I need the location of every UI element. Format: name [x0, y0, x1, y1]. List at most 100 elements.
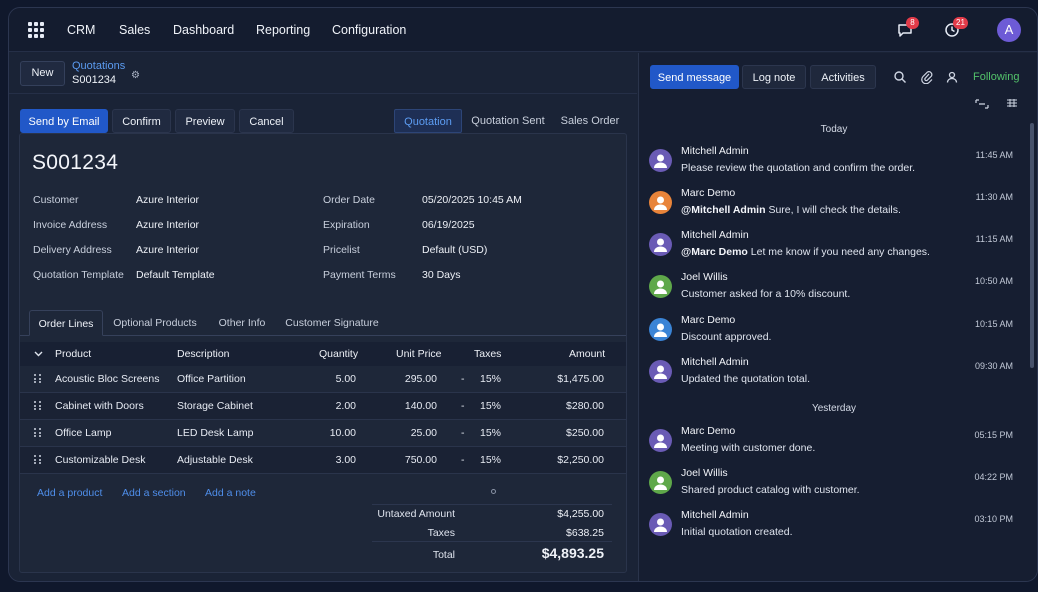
col-unit-price[interactable]: Unit Price — [396, 348, 442, 360]
author-avatar[interactable] — [649, 275, 672, 298]
search-icon[interactable] — [893, 70, 907, 84]
chatter-message: Joel Willis Customer asked for a 10% dis… — [649, 271, 1019, 311]
add-section-link[interactable]: Add a section — [122, 487, 186, 499]
author-avatar[interactable] — [649, 471, 672, 494]
message-author[interactable]: Joel Willis — [681, 467, 728, 479]
author-avatar[interactable] — [649, 233, 672, 256]
add-product-link[interactable]: Add a product — [37, 487, 103, 499]
author-avatar[interactable] — [649, 513, 672, 536]
field-pricelist[interactable]: Default (USD) — [422, 244, 488, 256]
message-mention[interactable]: @Marc Demo — [681, 246, 748, 258]
table-row[interactable]: Office Lamp LED Desk Lamp 10.00 25.00 - … — [20, 420, 626, 447]
field-customer[interactable]: Azure Interior — [136, 194, 200, 206]
author-avatar[interactable] — [649, 318, 672, 341]
col-quantity[interactable]: Quantity — [319, 348, 359, 360]
status-quotation-sent[interactable]: Quotation Sent — [471, 115, 545, 127]
author-avatar[interactable] — [649, 149, 672, 172]
send-message-button[interactable]: Send message — [650, 65, 739, 89]
log-note-button[interactable]: Log note — [742, 65, 806, 89]
breadcrumb-quotations[interactable]: Quotations — [72, 60, 126, 72]
tab-optional-products[interactable]: Optional Products — [113, 317, 197, 329]
following-toggle[interactable]: Following — [973, 71, 1020, 83]
table-row[interactable]: Cabinet with Doors Storage Cabinet 2.00 … — [20, 393, 626, 420]
message-text: Meeting with customer done. — [681, 442, 816, 454]
confirm-button[interactable]: Confirm — [112, 109, 171, 133]
message-body: Meeting with customer done. — [681, 442, 815, 454]
message-author[interactable]: Joel Willis — [681, 271, 728, 283]
tab-order-lines[interactable]: Order Lines — [29, 310, 103, 336]
table-row[interactable]: Customizable Desk Adjustable Desk 3.00 7… — [20, 447, 626, 474]
col-description[interactable]: Description — [177, 348, 230, 360]
nav-dashboard[interactable]: Dashboard — [173, 23, 235, 37]
preview-button[interactable]: Preview — [175, 109, 235, 133]
add-note-link[interactable]: Add a note — [205, 487, 256, 499]
drag-handle-icon[interactable] — [34, 428, 42, 438]
message-mention[interactable]: @Mitchell Admin — [681, 204, 766, 216]
field-label-expiration: Expiration — [323, 219, 370, 231]
author-avatar[interactable] — [649, 191, 672, 214]
drag-handle-icon[interactable] — [34, 374, 42, 384]
author-avatar[interactable] — [649, 360, 672, 383]
untaxed-amount-value: $4,255.00 — [557, 508, 604, 520]
field-expiration[interactable]: 06/19/2025 — [422, 219, 475, 231]
table-row[interactable]: Acoustic Bloc Screens Office Partition 5… — [20, 366, 626, 393]
message-author[interactable]: Marc Demo — [681, 425, 736, 437]
untaxed-amount-label: Untaxed Amount — [377, 508, 455, 520]
col-product[interactable]: Product — [55, 348, 92, 360]
cell-tax-separator: - — [461, 373, 465, 385]
field-invoice-address[interactable]: Azure Interior — [136, 219, 200, 231]
nav-sales[interactable]: Sales — [119, 23, 151, 37]
message-text: Shared product catalog with customer. — [681, 484, 860, 496]
cancel-button[interactable]: Cancel — [239, 109, 294, 133]
chatter-scrollbar[interactable] — [1030, 123, 1034, 368]
message-time: 05:15 PM — [974, 430, 1013, 440]
form-sheet: S001234 Customer Azure Interior Invoice … — [19, 133, 627, 573]
nav-configuration[interactable]: Configuration — [332, 23, 407, 37]
activities-button[interactable]: Activities — [810, 65, 876, 89]
message-author[interactable]: Mitchell Admin — [681, 356, 749, 368]
field-quotation-template[interactable]: Default Template — [136, 269, 215, 281]
message-author[interactable]: Mitchell Admin — [681, 145, 749, 157]
message-author[interactable]: Mitchell Admin — [681, 509, 749, 521]
field-label-delivery-address: Delivery Address — [33, 244, 112, 256]
apps-menu-icon[interactable] — [28, 22, 44, 38]
nav-crm[interactable]: CRM — [67, 23, 96, 37]
messages-icon[interactable]: 8 — [897, 17, 919, 40]
activities-clock-icon[interactable]: 21 — [944, 17, 968, 40]
user-avatar[interactable]: A — [997, 18, 1021, 42]
send-by-email-button[interactable]: Send by Email — [20, 109, 108, 133]
column-options-icon[interactable] — [491, 489, 496, 494]
message-time: 10:50 AM — [974, 276, 1013, 286]
cell-unit-price: 295.00 — [404, 373, 437, 385]
chatter-message: Mitchell Admin Please review the quotati… — [649, 145, 1019, 185]
new-button[interactable]: New — [20, 61, 65, 86]
chevron-down-icon[interactable] — [34, 351, 43, 357]
col-taxes[interactable]: Taxes — [474, 348, 502, 360]
paperclip-icon[interactable] — [920, 70, 934, 84]
field-order-date[interactable]: 05/20/2025 10:45 AM — [422, 194, 522, 206]
layout-grid-icon[interactable] — [1006, 98, 1018, 108]
message-author[interactable]: Mitchell Admin — [681, 229, 749, 241]
cell-amount: $2,250.00 — [557, 454, 604, 466]
followers-icon[interactable] — [945, 70, 959, 84]
field-payment-terms[interactable]: 30 Days — [422, 269, 461, 281]
message-body: @Marc Demo Let me know if you need any c… — [681, 246, 930, 258]
col-amount[interactable]: Amount — [569, 348, 606, 360]
tab-other-info[interactable]: Other Info — [218, 317, 266, 329]
messages-badge: 8 — [906, 17, 919, 29]
expand-icon[interactable] — [975, 99, 989, 109]
drag-handle-icon[interactable] — [34, 401, 42, 411]
nav-reporting[interactable]: Reporting — [256, 23, 311, 37]
message-author[interactable]: Marc Demo — [681, 314, 736, 326]
message-text: Customer asked for a 10% discount. — [681, 288, 851, 300]
cell-product: Acoustic Bloc Screens — [55, 373, 160, 385]
field-delivery-address[interactable]: Azure Interior — [136, 244, 200, 256]
gear-icon[interactable]: ⚙ — [131, 70, 140, 81]
status-sales-order[interactable]: Sales Order — [560, 115, 620, 127]
status-quotation[interactable]: Quotation — [394, 109, 462, 133]
message-body: Updated the quotation total. — [681, 373, 810, 385]
message-author[interactable]: Marc Demo — [681, 187, 736, 199]
tab-customer-signature[interactable]: Customer Signature — [285, 317, 379, 329]
author-avatar[interactable] — [649, 429, 672, 452]
drag-handle-icon[interactable] — [34, 455, 42, 465]
